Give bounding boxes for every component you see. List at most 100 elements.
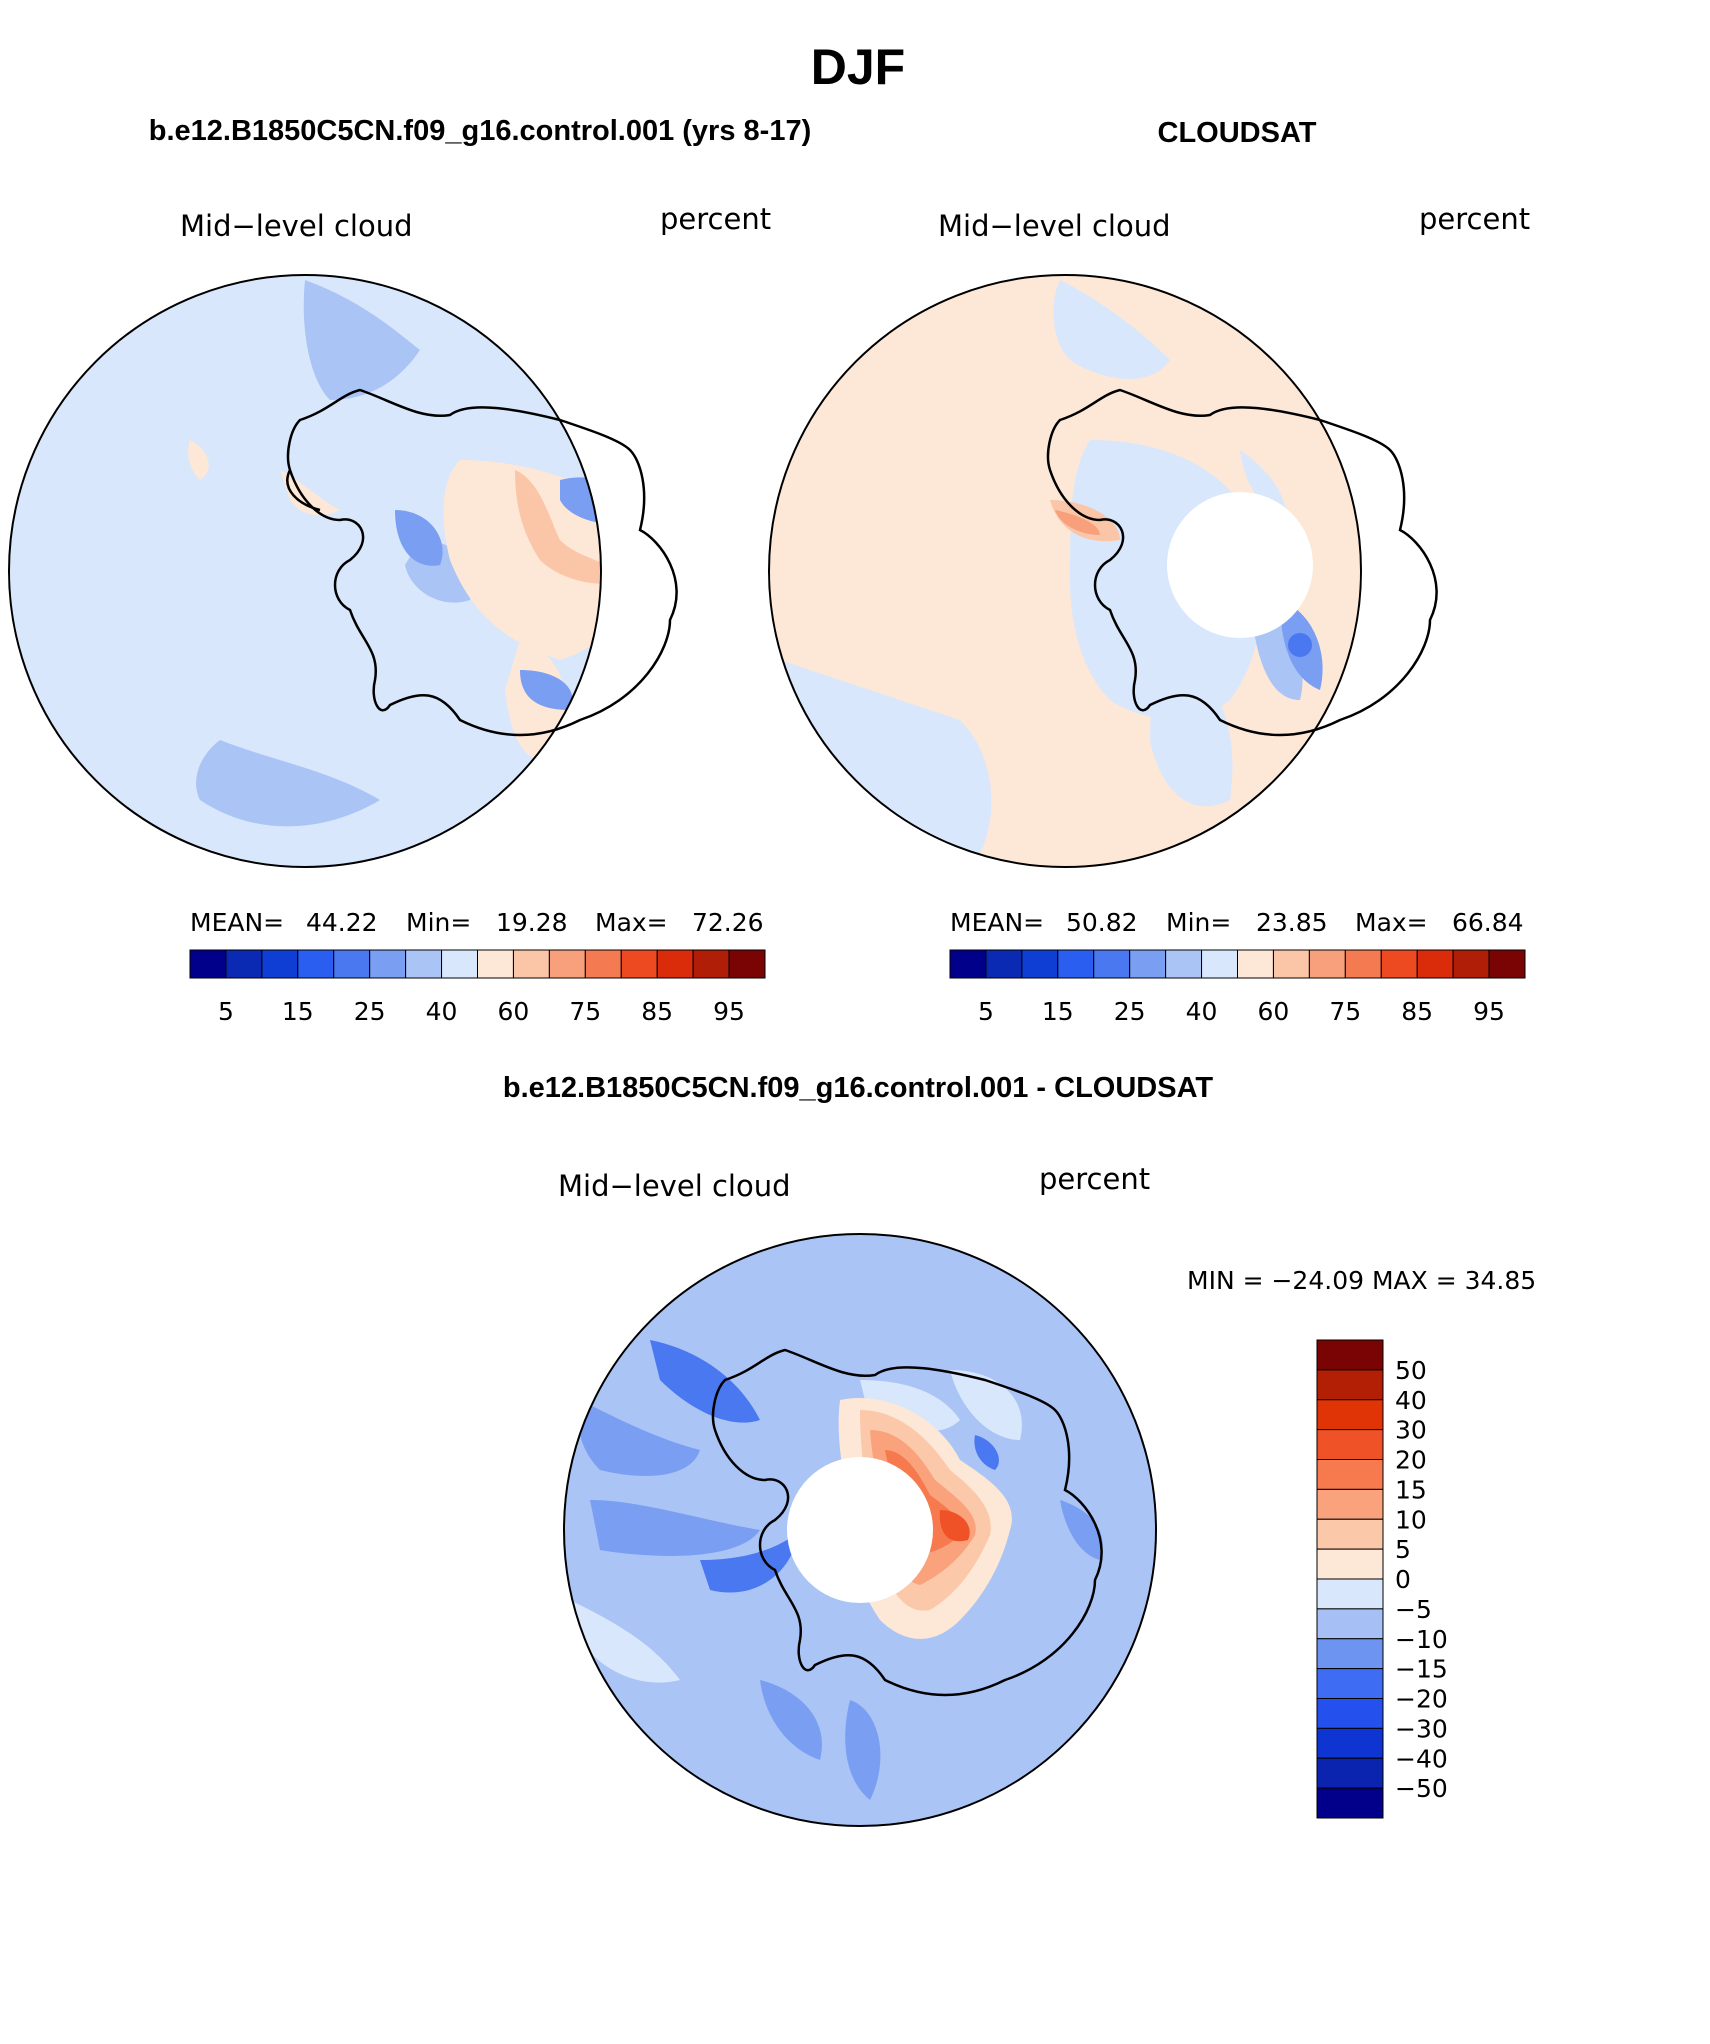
data-gap-pole	[787, 1457, 933, 1603]
antarctica-coastline	[1046, 388, 1438, 737]
contour-patch	[303, 280, 420, 400]
colorbar-swatch	[985, 949, 1023, 979]
colorbar-swatch	[1416, 949, 1454, 979]
colorbar-swatch	[692, 949, 730, 979]
colorbar-swatch	[189, 949, 227, 979]
contour-patch	[570, 1600, 680, 1683]
panel-diff-heading: b.e12.B1850C5CN.f09_g16.control.001 - CL…	[503, 1072, 1213, 1104]
contour-patch	[590, 1500, 760, 1556]
colorbar-swatch	[1272, 949, 1310, 979]
contour-patch	[578, 1400, 700, 1476]
colorbar-swatch	[512, 949, 550, 979]
colorbar-label: −20	[1395, 1685, 1448, 1714]
stat-min-label: Min=	[406, 908, 471, 937]
colorbar-label: 5	[978, 997, 994, 1026]
panel-obs-heading: CLOUDSAT	[1158, 117, 1317, 149]
colorbar-swatch	[1201, 949, 1238, 979]
colorbar-label: 5	[218, 997, 234, 1026]
stat-max-value: 66.84	[1452, 908, 1524, 937]
colorbar-swatch	[333, 949, 371, 979]
colorbar-swatch	[1093, 949, 1131, 979]
contour-patch	[600, 495, 601, 515]
colorbar-label: −5	[1395, 1595, 1432, 1624]
stats-obs: MEAN= 50.82 Min= 23.85 Max= 66.84	[950, 908, 1524, 937]
stat-min-value: 19.28	[496, 908, 568, 937]
colorbar-swatch	[261, 949, 299, 979]
stat-max-label: Max=	[595, 908, 668, 937]
panel-diff-stats: MIN = −24.09 MAX = 34.85	[1187, 1266, 1536, 1295]
contour-patch	[590, 400, 601, 470]
stat-mean-label: MEAN=	[190, 908, 284, 937]
stat-max-label: Max=	[1355, 908, 1428, 937]
colorbar-label: 15	[1042, 997, 1074, 1026]
contour-patch	[196, 740, 380, 827]
colorbar-swatch	[620, 949, 658, 979]
contour-patch	[1053, 280, 1170, 379]
colorbar-swatch	[441, 949, 478, 979]
colorbar-swatch	[297, 949, 335, 979]
data-gap-pole	[1167, 492, 1313, 638]
panel-model-heading: b.e12.B1850C5CN.f09_g16.control.001 (yrs…	[149, 115, 811, 147]
colorbar-swatch	[1129, 949, 1167, 979]
colorbar-label: 0	[1395, 1565, 1411, 1594]
contour-patch	[939, 1510, 970, 1542]
colorbar-swatch	[1316, 1608, 1384, 1640]
contour-patch	[845, 1700, 881, 1800]
colorbar-swatch	[1021, 949, 1059, 979]
panel-diff-units: percent	[1039, 1162, 1150, 1196]
colorbar-swatch	[1316, 1578, 1384, 1610]
contour-patch	[1060, 1500, 1103, 1560]
colorbar-label: 60	[1258, 997, 1290, 1026]
colorbar-swatch	[1316, 1459, 1384, 1490]
colorbar-swatch	[1316, 1399, 1384, 1431]
contour-patch	[773, 660, 992, 867]
colorbar-label: 30	[1395, 1416, 1427, 1445]
colorbar-swatch	[1316, 1727, 1384, 1759]
colorbar-model: 5 15 25 40 60 75 85 95	[189, 949, 766, 1026]
panel-obs: CLOUDSAT Mid−level cloud percent MEAN= 5…	[768, 117, 1530, 1026]
colorbar-swatch	[1316, 1698, 1384, 1729]
panel-diff-variable: Mid−level cloud	[558, 1169, 791, 1203]
colorbar-label: 95	[713, 997, 745, 1026]
colorbar-swatch	[477, 949, 514, 979]
contour-patch	[188, 440, 209, 480]
colorbar-label: 40	[1395, 1386, 1427, 1415]
page-title: DJF	[811, 39, 905, 95]
colorbar-obs: 5 15 25 40 60 75 85 95	[949, 949, 1526, 1026]
stat-mean-label: MEAN=	[950, 908, 1044, 937]
colorbar-swatch	[1237, 949, 1274, 979]
stat-mean-value: 44.22	[306, 908, 378, 937]
colorbar-label: 75	[569, 997, 601, 1026]
panel-model-variable: Mid−level cloud	[180, 209, 413, 243]
stat-min-label: Min=	[1166, 908, 1231, 937]
colorbar-label: 40	[1186, 997, 1218, 1026]
colorbar-swatch	[1316, 1429, 1384, 1460]
map-ocean-fill	[9, 275, 601, 867]
colorbar-label: 60	[498, 997, 530, 1026]
stat-mean-value: 50.82	[1066, 908, 1138, 937]
map-border	[8, 274, 602, 868]
contour-patch	[395, 510, 443, 566]
colorbar-label: 25	[354, 997, 386, 1026]
colorbar-swatch	[1316, 1518, 1384, 1550]
colorbar-swatch	[1308, 949, 1346, 979]
contour-patch	[1288, 633, 1312, 657]
colorbar-swatch	[1316, 1369, 1384, 1401]
contour-patch	[700, 1530, 800, 1593]
colorbar-label: 85	[641, 997, 673, 1026]
panel-model-units: percent	[660, 202, 771, 236]
stat-min-value: 23.85	[1256, 908, 1328, 937]
colorbar-label: −15	[1395, 1655, 1448, 1684]
contour-patch	[1370, 420, 1404, 480]
map-border	[563, 1233, 1157, 1827]
colorbar-label: −40	[1395, 1744, 1448, 1773]
colorbar-label: 20	[1395, 1446, 1427, 1475]
panel-model: b.e12.B1850C5CN.f09_g16.control.001 (yrs…	[8, 115, 811, 1026]
colorbar-swatch	[1452, 949, 1490, 979]
panel-obs-variable: Mid−level cloud	[938, 209, 1171, 243]
contour-patch	[650, 1340, 760, 1423]
colorbar-swatch	[656, 949, 694, 979]
stats-model: MEAN= 44.22 Min= 19.28 Max= 72.26	[190, 908, 764, 937]
